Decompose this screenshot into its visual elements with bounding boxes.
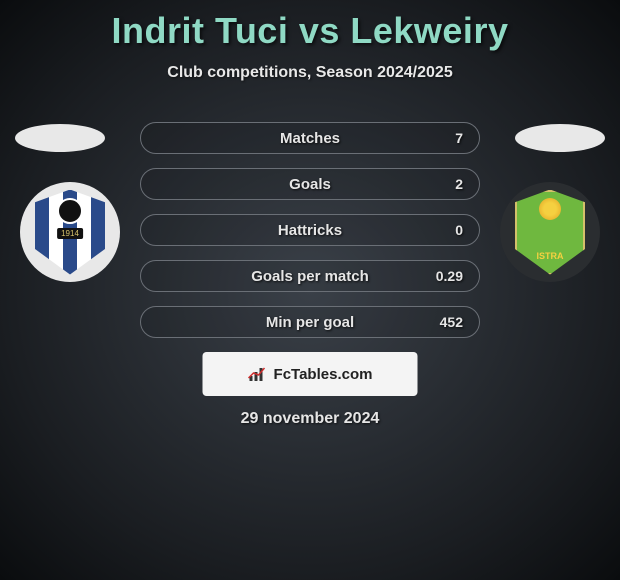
stat-row-goals-per-match: Goals per match 0.29 (140, 260, 480, 292)
stat-value-right: 0 (455, 222, 463, 238)
stat-value-right: 7 (455, 130, 463, 146)
stat-row-matches: Matches 7 (140, 122, 480, 154)
player-photo-left (15, 124, 105, 152)
stat-label: Goals per match (251, 268, 369, 285)
stat-value-right: 0.29 (436, 268, 463, 284)
date-text: 29 november 2024 (0, 410, 620, 428)
player-photo-right (515, 124, 605, 152)
bar-chart-icon (248, 366, 268, 382)
stat-label: Min per goal (266, 314, 354, 331)
stat-row-min-per-goal: Min per goal 452 (140, 306, 480, 338)
site-logo-text: FcTables.com (274, 366, 373, 383)
stat-label: Hattricks (278, 222, 342, 239)
shield-icon (35, 190, 105, 275)
subtitle: Club competitions, Season 2024/2025 (0, 64, 620, 82)
club-badge-left (20, 182, 120, 282)
stat-label: Matches (280, 130, 340, 147)
stat-label: Goals (289, 176, 331, 193)
shield-icon (515, 190, 585, 275)
page-title: Indrit Tuci vs Lekweiry (0, 0, 620, 52)
stat-row-goals: Goals 2 (140, 168, 480, 200)
stat-row-hattricks: Hattricks 0 (140, 214, 480, 246)
club-badge-right (500, 182, 600, 282)
site-logo[interactable]: FcTables.com (203, 352, 418, 396)
stat-value-right: 2 (455, 176, 463, 192)
stats-list: Matches 7 Goals 2 Hattricks 0 Goals per … (140, 122, 480, 352)
stat-value-right: 452 (440, 314, 463, 330)
